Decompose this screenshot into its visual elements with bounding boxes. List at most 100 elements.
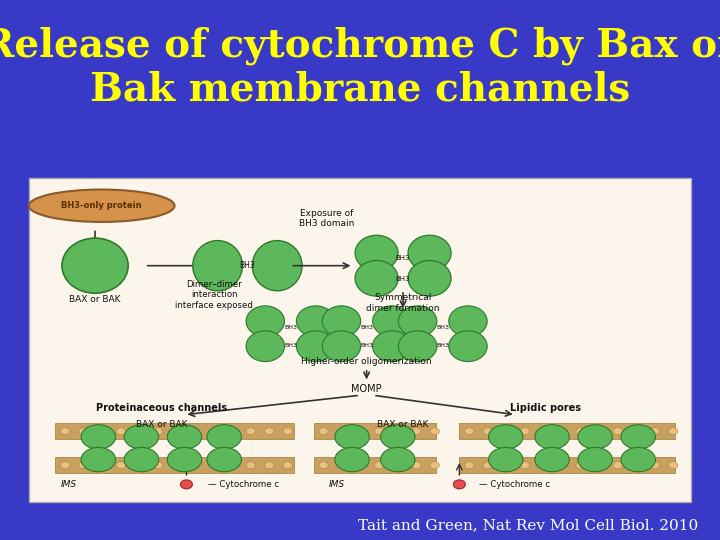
Circle shape [454,480,465,489]
Text: Proteinaceous channels: Proteinaceous channels [96,403,227,413]
Ellipse shape [449,306,487,336]
Ellipse shape [488,448,523,472]
Text: BH3: BH3 [284,325,297,330]
Circle shape [181,480,192,489]
Circle shape [393,462,402,469]
Text: BH3: BH3 [284,342,297,348]
Circle shape [246,428,256,435]
Circle shape [521,462,530,469]
Circle shape [650,428,660,435]
Circle shape [319,462,328,469]
Circle shape [557,428,567,435]
Ellipse shape [62,238,128,293]
Ellipse shape [193,240,243,291]
Text: Release of cytochrome C by Bax or: Release of cytochrome C by Bax or [0,26,720,65]
FancyBboxPatch shape [55,457,294,473]
Circle shape [557,462,567,469]
Circle shape [153,462,163,469]
Text: Higher-order oligomerization: Higher-order oligomerization [301,357,432,366]
Ellipse shape [167,425,202,449]
Circle shape [60,428,70,435]
Ellipse shape [246,306,284,336]
Circle shape [356,428,365,435]
Text: IMS: IMS [329,480,345,489]
Circle shape [412,428,421,435]
Circle shape [412,462,421,469]
Circle shape [576,428,585,435]
Circle shape [464,428,474,435]
Ellipse shape [297,306,335,336]
FancyBboxPatch shape [55,423,294,439]
Ellipse shape [252,240,302,291]
Circle shape [669,428,678,435]
FancyBboxPatch shape [29,178,691,502]
Circle shape [153,428,163,435]
Text: — Cytochrome c: — Cytochrome c [480,480,550,489]
Circle shape [613,462,622,469]
Circle shape [135,428,144,435]
Circle shape [483,462,492,469]
Circle shape [539,428,548,435]
Circle shape [483,428,492,435]
Circle shape [228,462,237,469]
Ellipse shape [81,425,116,449]
Text: MOMP: MOMP [351,384,382,394]
Text: BAX or BAK: BAX or BAK [377,420,429,429]
FancyBboxPatch shape [314,423,436,439]
Circle shape [116,428,125,435]
Text: BH3: BH3 [436,342,449,348]
Ellipse shape [335,448,369,472]
Text: BH3-only protein: BH3-only protein [61,201,142,210]
Text: Dimer–dimer
interaction
interface exposed: Dimer–dimer interaction interface expose… [176,280,253,310]
FancyBboxPatch shape [459,457,675,473]
Ellipse shape [578,448,613,472]
Circle shape [631,462,641,469]
Circle shape [464,462,474,469]
Text: Symmetrical
dimer formation: Symmetrical dimer formation [366,293,440,313]
Text: IMS: IMS [60,480,76,489]
Ellipse shape [372,306,411,336]
Circle shape [135,462,144,469]
Ellipse shape [449,331,487,362]
Ellipse shape [381,448,415,472]
Circle shape [190,462,199,469]
Ellipse shape [535,425,570,449]
Ellipse shape [297,331,335,362]
Ellipse shape [408,260,451,296]
Ellipse shape [207,448,241,472]
Ellipse shape [335,425,369,449]
Ellipse shape [408,235,451,271]
Ellipse shape [621,425,655,449]
Ellipse shape [488,425,523,449]
Text: BH3: BH3 [396,254,410,261]
Circle shape [265,462,274,469]
Text: BAX or BAK: BAX or BAK [135,420,187,429]
Circle shape [502,462,511,469]
Circle shape [60,462,70,469]
Ellipse shape [355,235,398,271]
Circle shape [338,462,347,469]
FancyBboxPatch shape [459,423,675,439]
Ellipse shape [398,331,437,362]
Ellipse shape [355,260,398,296]
Circle shape [246,462,256,469]
Ellipse shape [81,448,116,472]
Circle shape [190,428,199,435]
Text: BH3: BH3 [436,325,449,330]
Text: Exposure of
BH3 domain: Exposure of BH3 domain [300,209,354,228]
Circle shape [650,462,660,469]
Text: BAX or BAK: BAX or BAK [69,295,121,304]
Circle shape [209,428,218,435]
Circle shape [283,428,292,435]
Text: BH3: BH3 [396,275,410,282]
Circle shape [595,462,604,469]
Ellipse shape [246,331,284,362]
Circle shape [502,428,511,435]
Ellipse shape [167,448,202,472]
Circle shape [431,428,439,435]
Circle shape [319,428,328,435]
Text: BH3: BH3 [360,342,373,348]
Circle shape [431,462,439,469]
Circle shape [539,462,548,469]
Circle shape [283,462,292,469]
